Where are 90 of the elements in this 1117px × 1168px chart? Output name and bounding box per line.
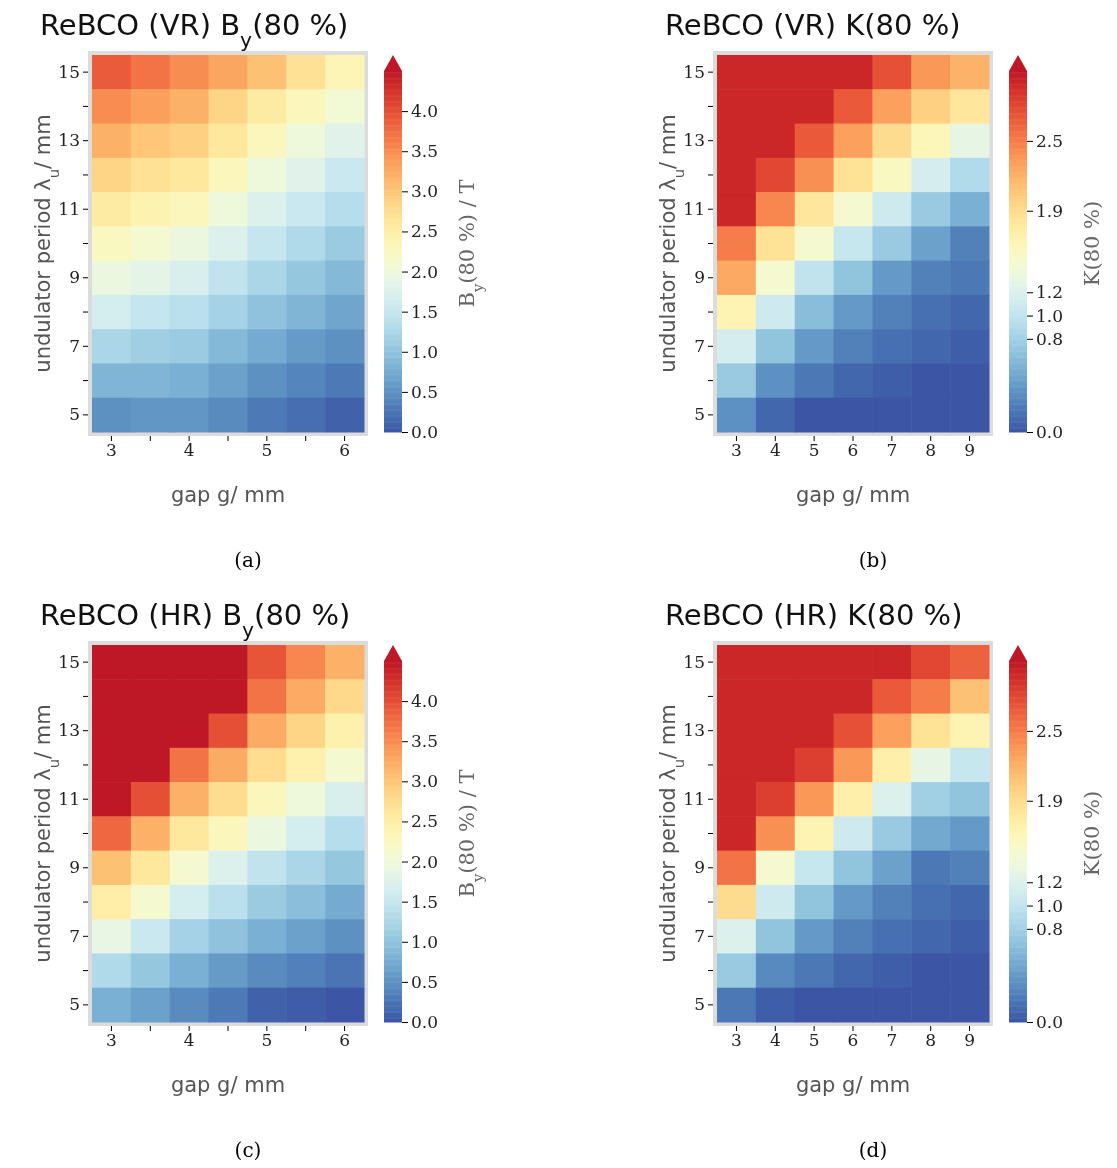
color-bar-label: 1.0 bbox=[411, 341, 439, 362]
x-tick-label: 3 bbox=[106, 440, 117, 461]
x-tick-label: 5 bbox=[808, 440, 820, 461]
x-tick-label: 9 bbox=[964, 440, 975, 461]
color-bar-label: 4.0 bbox=[411, 101, 439, 122]
x-tick-label: 6 bbox=[339, 440, 350, 461]
y-tick-label: 13 bbox=[683, 130, 705, 151]
color-bar-label: 0.0 bbox=[411, 421, 439, 442]
color-bar-label: 1.2 bbox=[1036, 282, 1064, 303]
color-bar-label: 0.0 bbox=[1036, 421, 1064, 442]
color-bar-label: 4.0 bbox=[411, 691, 439, 712]
color-bar-label: 1.9 bbox=[1036, 200, 1064, 221]
x-tick-label: 5 bbox=[261, 1030, 273, 1051]
x-tick-label: 3 bbox=[731, 440, 742, 461]
x-tick-label: 4 bbox=[183, 440, 195, 461]
x-axis-title: gap g/ mm bbox=[170, 483, 286, 507]
y-tick-label: 7 bbox=[69, 335, 80, 356]
text: (a) bbox=[234, 548, 262, 572]
y-tick-label: 15 bbox=[58, 651, 80, 672]
color-bar-label: 2.5 bbox=[411, 811, 439, 832]
color-bar-label: 0.8 bbox=[1036, 918, 1064, 939]
color-bar-title: K(80 %) bbox=[1080, 790, 1104, 877]
x-tick-label: 4 bbox=[769, 440, 781, 461]
chart-title: ReBCO (VR) B$_{y}$(80 %) bbox=[40, 8, 349, 52]
text: (d) bbox=[858, 1138, 888, 1162]
color-bar-label: 3.0 bbox=[411, 771, 439, 792]
y-tick-label: 9 bbox=[69, 267, 80, 288]
color-bar-label: 3.5 bbox=[411, 731, 439, 752]
y-tick-label: 7 bbox=[69, 925, 80, 946]
color-bar-label: 0.5 bbox=[411, 381, 439, 402]
y-tick-label: 7 bbox=[694, 335, 705, 356]
x-tick-label: 6 bbox=[847, 440, 859, 461]
y-tick-label: 11 bbox=[58, 198, 80, 219]
x-tick-label: 7 bbox=[886, 1030, 898, 1051]
x-axis-title: gap g/ mm bbox=[795, 483, 911, 507]
y-tick-label: 11 bbox=[683, 198, 705, 219]
color-bar-title: K(80 %) bbox=[1080, 200, 1104, 287]
y-tick-label: 5 bbox=[694, 404, 705, 425]
color-bar-label: 1.5 bbox=[411, 301, 439, 322]
color-bar-label: 2.0 bbox=[411, 261, 439, 282]
color-bar-label: 2.5 bbox=[1036, 720, 1064, 741]
color-bar-label: 3.5 bbox=[411, 141, 439, 162]
y-tick-label: 5 bbox=[69, 404, 80, 425]
x-tick-label: 8 bbox=[925, 440, 937, 461]
x-tick-label: 6 bbox=[339, 1030, 350, 1051]
y-tick-label: 13 bbox=[58, 720, 80, 741]
text: (c) bbox=[234, 1138, 262, 1162]
y-tick-label: 9 bbox=[694, 857, 705, 878]
color-bar-label: 3.0 bbox=[411, 181, 439, 202]
x-axis-title: gap g/ mm bbox=[795, 1073, 911, 1097]
chart-title: ReBCO (HR) K(80 %) bbox=[665, 598, 963, 632]
color-bar-label: 1.9 bbox=[1036, 790, 1064, 811]
x-tick-label: 3 bbox=[731, 1030, 742, 1051]
y-tick-label: 11 bbox=[683, 788, 705, 809]
color-bar-label: 0.0 bbox=[411, 1011, 439, 1032]
y-tick-label: 9 bbox=[69, 857, 80, 878]
color-bar-label: 1.0 bbox=[411, 931, 439, 952]
x-tick-label: 4 bbox=[769, 1030, 781, 1051]
color-bar-label: 1.0 bbox=[1036, 895, 1064, 916]
color-bar-label: 0.0 bbox=[1036, 1011, 1064, 1032]
color-bar-label: 2.5 bbox=[411, 221, 439, 242]
chart-title: ReBCO (VR) K(80 %) bbox=[665, 8, 961, 42]
y-tick-label: 13 bbox=[683, 720, 705, 741]
x-tick-label: 6 bbox=[847, 1030, 859, 1051]
x-tick-label: 5 bbox=[261, 440, 273, 461]
color-bar-label: 1.5 bbox=[411, 891, 439, 912]
x-tick-label: 8 bbox=[925, 1030, 937, 1051]
x-tick-label: 9 bbox=[964, 1030, 975, 1051]
y-tick-label: 15 bbox=[683, 61, 705, 82]
color-bar-label: 0.5 bbox=[411, 971, 439, 992]
y-tick-label: 5 bbox=[69, 994, 80, 1015]
color-bar-label: 1.0 bbox=[1036, 305, 1064, 326]
x-tick-label: 5 bbox=[808, 1030, 820, 1051]
x-tick-label: 7 bbox=[886, 440, 898, 461]
text: (b) bbox=[858, 548, 888, 572]
y-tick-label: 7 bbox=[694, 925, 705, 946]
color-bar-label: 1.2 bbox=[1036, 872, 1064, 893]
y-tick-label: 15 bbox=[683, 651, 705, 672]
x-axis-title: gap g/ mm bbox=[170, 1073, 286, 1097]
x-tick-label: 4 bbox=[183, 1030, 195, 1051]
y-tick-label: 9 bbox=[694, 267, 705, 288]
y-tick-label: 13 bbox=[58, 130, 80, 151]
chart-title: ReBCO (HR) B$_{y}$(80 %) bbox=[40, 598, 351, 642]
color-bar-label: 0.8 bbox=[1036, 328, 1064, 349]
x-tick-label: 3 bbox=[106, 1030, 117, 1051]
y-tick-label: 15 bbox=[58, 61, 80, 82]
y-tick-label: 11 bbox=[58, 788, 80, 809]
y-tick-label: 5 bbox=[694, 994, 705, 1015]
color-bar-label: 2.5 bbox=[1036, 130, 1064, 151]
color-bar-label: 2.0 bbox=[411, 851, 439, 872]
